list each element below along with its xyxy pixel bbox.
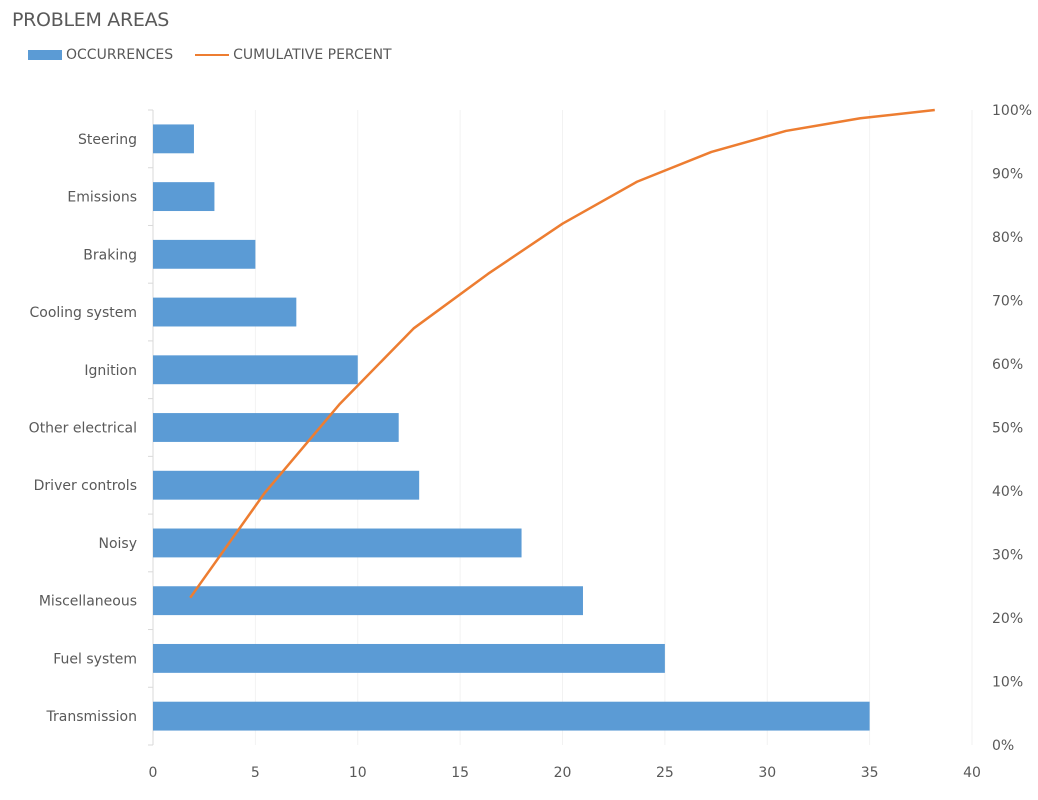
category-label: Ignition [84,363,137,379]
bar-driver-controls [153,470,420,500]
category-label: Driver controls [34,478,137,494]
legend-swatch-cumulative [195,54,230,56]
bar-other-electrical [153,413,399,442]
x-tick-label: 0 [149,765,158,781]
secondary-y-tick-label: 10% [992,675,1023,691]
x-tick-label: 10 [349,765,367,781]
legend-swatch-occurrences [28,50,62,60]
secondary-y-tick-label: 30% [992,548,1023,564]
x-tick-label: 40 [963,765,981,781]
secondary-y-tick-label: 20% [992,611,1023,627]
category-label: Emissions [67,190,137,206]
secondary-y-tick-label: 60% [992,357,1023,373]
x-tick-label: 35 [861,765,879,781]
bar-ignition [153,355,358,385]
legend: OCCURRENCES CUMULATIVE PERCENT [28,47,392,63]
category-label: Noisy [98,536,137,552]
bar-noisy [153,528,522,558]
secondary-y-tick-label: 40% [992,484,1023,500]
secondary-y-tick-label: 80% [992,230,1023,246]
x-tick-label: 15 [451,765,469,781]
secondary-y-tick-label: 50% [992,421,1023,437]
bar-steering [153,124,194,154]
category-label: Fuel system [53,651,137,667]
chart-title: PROBLEM AREAS [12,9,170,31]
x-tick-label: 25 [656,765,674,781]
bar-cooling-system [153,297,297,327]
legend-label-occurrences: OCCURRENCES [66,47,174,63]
secondary-y-tick-label: 0% [992,738,1014,754]
secondary-y-tick-label: 100% [992,103,1032,119]
legend-label-cumulative: CUMULATIVE PERCENT [233,47,392,63]
bar-transmission [153,701,870,731]
bar-braking [153,239,256,269]
x-tick-label: 20 [554,765,572,781]
category-label: Miscellaneous [39,594,137,610]
bar-emissions [153,182,215,212]
secondary-y-tick-label: 70% [992,294,1023,310]
bar-fuel-system [153,643,665,673]
secondary-y-tick-label: 90% [992,167,1023,183]
category-label: Other electrical [29,421,137,437]
x-tick-label: 5 [251,765,260,781]
category-label: Braking [83,247,137,263]
x-tick-label: 30 [758,765,776,781]
category-label: Cooling system [29,305,137,321]
category-label: Transmission [46,709,137,725]
category-label: Steering [78,132,137,148]
bar-miscellaneous [153,586,583,616]
